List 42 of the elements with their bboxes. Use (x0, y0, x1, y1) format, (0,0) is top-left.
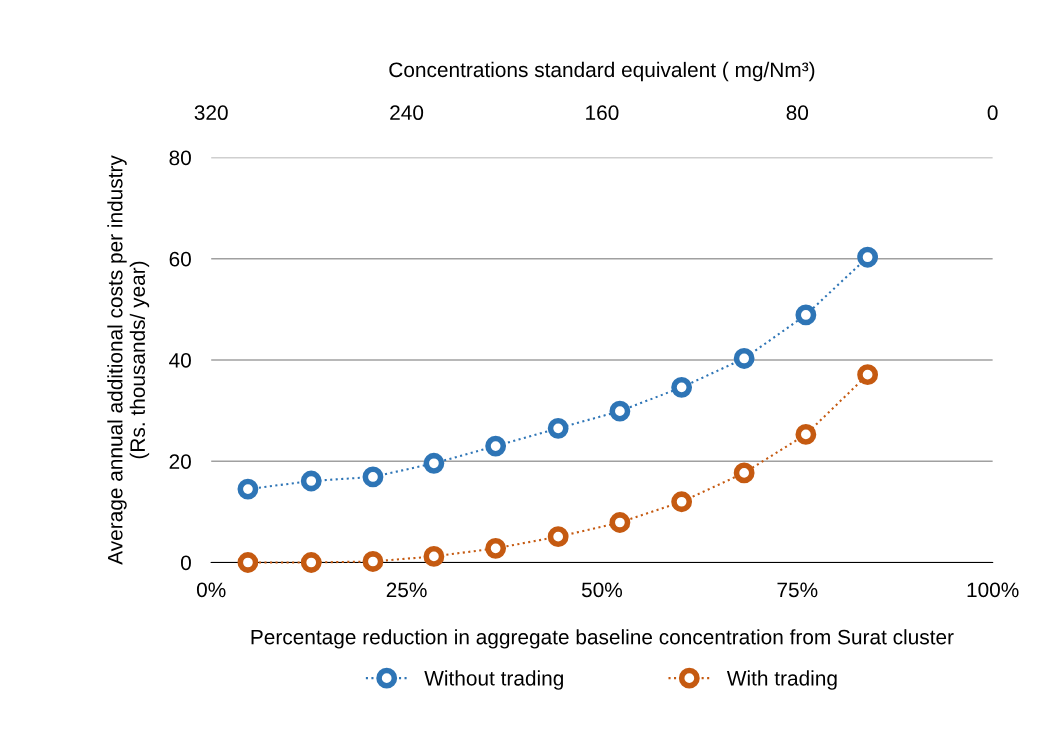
point (609, 400, 631, 422)
point (362, 551, 384, 572)
y-tick-label: 60 (169, 251, 191, 267)
x2-tick-label: 320 (194, 105, 228, 121)
point (300, 552, 322, 573)
point (237, 552, 259, 573)
point (300, 470, 322, 492)
x-tick-label: 50% (581, 582, 623, 598)
x2-tick-label: 80 (786, 105, 809, 121)
y-axis-title: Average annual additional costs per industry (Rs. thousands/ year) (107, 155, 150, 565)
point (547, 417, 569, 439)
point (423, 546, 445, 567)
point (362, 466, 384, 488)
point (671, 491, 693, 513)
point (485, 537, 507, 559)
point (423, 452, 445, 474)
y-tick-label: 80 (169, 150, 191, 166)
point (795, 424, 817, 445)
point (547, 526, 569, 548)
x-tick-label: 0% (196, 582, 226, 598)
y-tick-label: 0 (180, 555, 191, 571)
point (857, 246, 879, 268)
x2-tick-label: 240 (390, 105, 424, 121)
x-axis-title: Percentage reduction in aggregate baseline concentration from Surat cluster (251, 629, 954, 649)
point (671, 376, 693, 398)
x-tick-label: 100% (967, 582, 1019, 598)
x2-tick-label: 160 (586, 105, 619, 121)
x2-tick-label: 0 (987, 105, 998, 121)
point (733, 348, 755, 369)
point (733, 462, 755, 484)
point (485, 435, 507, 457)
point (609, 512, 631, 533)
y-tick-label: 40 (169, 353, 191, 368)
x-tick-label: 25% (386, 582, 427, 598)
point (857, 364, 879, 386)
legend-label: Without trading (424, 670, 563, 690)
legend-label: With trading (726, 670, 837, 690)
x2-axis-title: Concentrations standard equivalent ( mg/Nm³) (389, 61, 815, 82)
x-tick-label: 75% (777, 582, 818, 598)
point (237, 478, 259, 500)
point (795, 304, 817, 326)
y-tick-label: 20 (169, 454, 191, 469)
